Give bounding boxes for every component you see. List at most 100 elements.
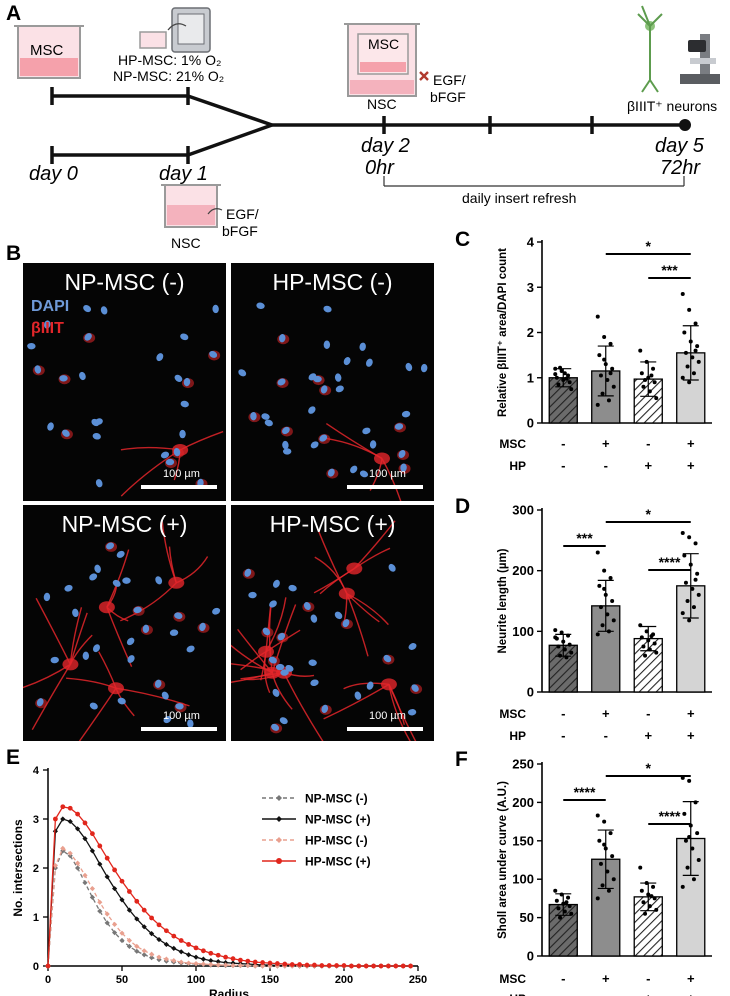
nucleus: [43, 592, 51, 602]
bottom-growth-factor-1: EGF/: [226, 206, 259, 222]
nucleus: [321, 704, 329, 713]
data-point: [611, 877, 616, 882]
series-marker: [104, 855, 110, 861]
series-marker: [215, 952, 221, 958]
data-point: [691, 605, 696, 610]
msc-label: MSC: [30, 42, 64, 59]
data-point: [682, 811, 687, 816]
data-point: [564, 376, 569, 381]
transwell-nsc-label: NSC: [367, 96, 397, 112]
series-marker: [89, 885, 95, 892]
data-point: [553, 372, 558, 377]
panel-letter-f: F: [455, 748, 468, 771]
series-marker: [178, 959, 184, 965]
nucleus: [398, 449, 406, 458]
data-point: [606, 398, 611, 403]
nucleus: [320, 385, 328, 394]
data-point: [646, 892, 651, 897]
hp-sign: +: [644, 728, 652, 743]
neurite: [283, 672, 324, 741]
neurite: [78, 687, 117, 741]
msc-sign: +: [602, 971, 610, 986]
y-tick-label: 3: [33, 814, 39, 826]
significance-label: *: [646, 760, 652, 776]
series-marker: [312, 962, 317, 968]
series-marker: [252, 963, 258, 969]
data-point: [598, 373, 603, 378]
nucleus: [268, 656, 277, 664]
series-marker: [164, 928, 169, 934]
series-marker: [289, 962, 295, 967]
hp-sign: +: [644, 458, 652, 473]
series-marker: [60, 816, 66, 822]
series-marker: [60, 804, 66, 810]
data-point: [641, 900, 646, 905]
series-marker: [97, 899, 103, 905]
y-tick-label: 250: [512, 757, 534, 772]
msc-row-label: MSC: [499, 972, 526, 986]
np-minus-scale-label: 100 µm: [163, 468, 200, 480]
series-marker: [208, 958, 214, 964]
data-point: [691, 877, 696, 882]
data-point: [600, 883, 605, 888]
data-point: [561, 378, 566, 383]
data-point: [646, 638, 651, 643]
data-point: [611, 618, 616, 623]
micrograph-hp-minus: HP-MSC (-) 100 µm: [231, 263, 434, 501]
nucleus: [269, 600, 277, 608]
neurite: [314, 556, 348, 594]
series-marker: [82, 880, 88, 886]
nucleus: [161, 691, 169, 700]
data-point: [561, 901, 566, 906]
data-point: [569, 650, 574, 655]
nucleus: [401, 410, 411, 418]
series-marker: [75, 865, 81, 871]
refresh-bracket: [383, 176, 685, 187]
data-point: [680, 375, 685, 380]
nucleus: [310, 441, 319, 449]
np-plus-title: NP-MSC (+): [61, 511, 188, 537]
data-point: [690, 586, 695, 591]
y-tick-label: 0: [527, 685, 534, 700]
nucleus: [133, 606, 142, 614]
msc-sign: -: [561, 971, 565, 986]
msc-sign: +: [687, 436, 695, 451]
data-point: [654, 650, 659, 655]
data-point: [680, 884, 685, 889]
data-point: [643, 378, 648, 383]
nucleus: [36, 698, 44, 707]
series-marker: [245, 958, 251, 964]
nucleus: [250, 411, 257, 421]
significance-label: ***: [661, 262, 678, 278]
data-point: [651, 366, 656, 371]
np-condition-label: NP-MSC: 21% O₂: [113, 68, 225, 84]
data-point: [685, 599, 690, 603]
x-tick-label: 200: [335, 974, 353, 986]
nucleus: [92, 432, 101, 440]
data-point: [606, 629, 611, 634]
nucleus: [117, 697, 126, 705]
np-minus-scale-bar: [141, 485, 217, 489]
biiit-label: βIIIT: [31, 320, 64, 337]
y-tick-label: 2: [33, 863, 39, 875]
panel-letter-e: E: [6, 746, 21, 769]
series-marker: [149, 951, 155, 957]
data-point: [688, 339, 693, 344]
data-point: [554, 898, 559, 903]
nucleus: [359, 342, 366, 351]
nucleus: [272, 688, 280, 697]
data-point: [696, 592, 701, 597]
nucleus: [212, 304, 219, 314]
hp-row-label: HP: [509, 729, 526, 743]
series-marker: [89, 894, 95, 900]
data-point: [559, 630, 564, 635]
day1-label: day 1: [159, 163, 208, 185]
nucleus: [288, 584, 297, 592]
nucleus: [83, 305, 92, 313]
y-tick-label: 200: [512, 563, 534, 578]
data-point: [687, 380, 692, 385]
x-tick-label: 250: [409, 974, 427, 986]
neuron-soma: [108, 682, 125, 695]
np-plus-scale-bar: [141, 727, 217, 731]
nucleus: [122, 577, 131, 584]
